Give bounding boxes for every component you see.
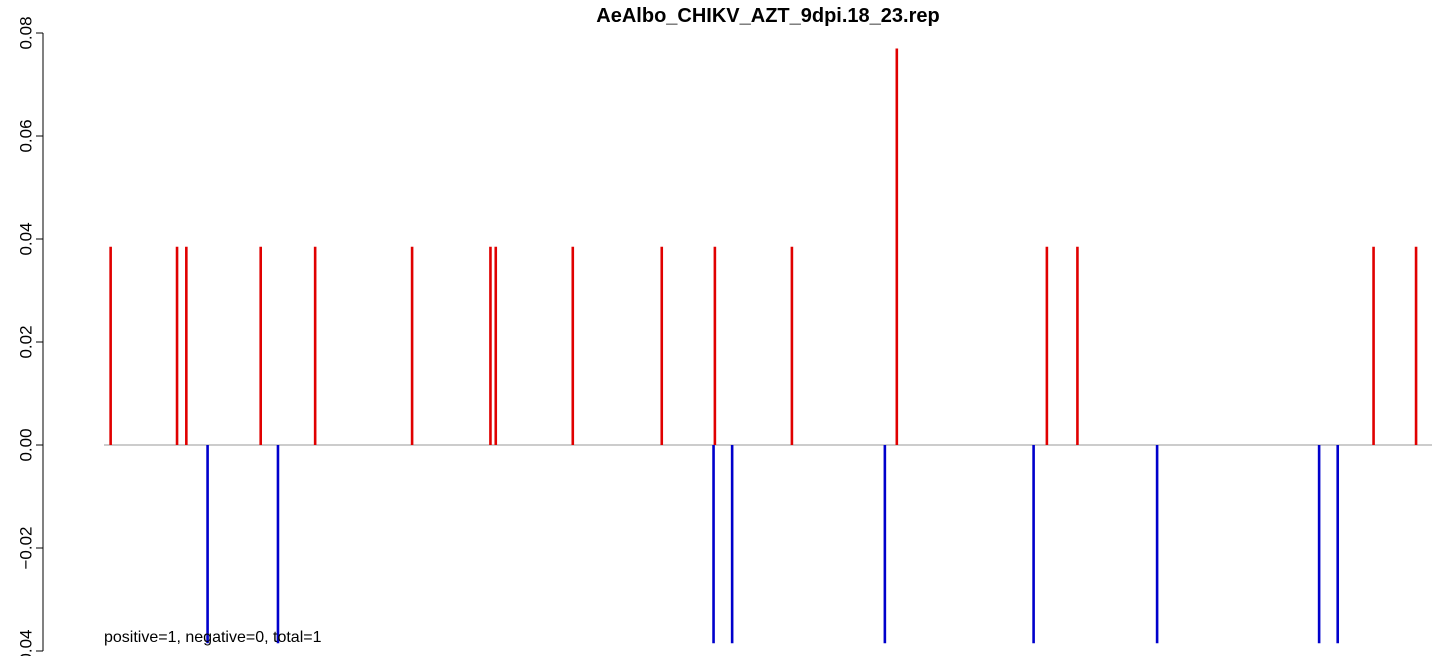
- y-tick-label: −0.04: [16, 629, 35, 656]
- bars: [111, 48, 1416, 643]
- y-tick-label: 0.02: [16, 325, 35, 358]
- y-tick-label: −0.02: [16, 526, 35, 569]
- y-tick-label: 0.00: [16, 428, 35, 461]
- summary-annotation: positive=1, negative=0, total=1: [104, 629, 322, 646]
- chart-title: AeAlbo_CHIKV_AZT_9dpi.18_23.rep: [596, 5, 939, 27]
- y-tick-label: 0.08: [16, 16, 35, 49]
- y-tick-label: 0.06: [16, 119, 35, 152]
- y-tick-label: 0.04: [16, 222, 35, 255]
- y-axis: −0.04 −0.02 0.00 0.02 0.04 0.06 0.08: [16, 16, 43, 656]
